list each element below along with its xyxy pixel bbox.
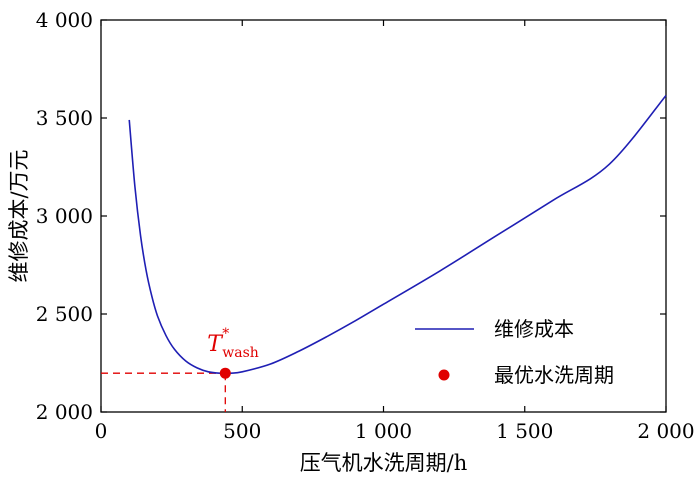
x-tick-label: 1 000: [355, 419, 412, 443]
optimum-guide-lines: [101, 372, 226, 412]
legend: 维修成本 最优水洗周期: [415, 317, 614, 387]
x-tick-label: 1 500: [496, 419, 553, 443]
annotation-main: T: [207, 332, 224, 357]
annotation-subscript: wash: [222, 345, 259, 361]
annotation-superscript: *: [222, 326, 229, 342]
legend-label-cost: 维修成本: [494, 317, 574, 341]
y-axis-ticks: 2 000 2 500 3 000 3 500 4 000: [36, 8, 666, 424]
x-axis-ticks: 0 500 1 000 1 500 2 000: [95, 20, 695, 443]
plot-frame: [100, 19, 667, 413]
legend-dot-swatch: [438, 369, 450, 381]
optimum-annotation: T * wash: [207, 326, 259, 361]
y-axis-label: 维修成本/万元: [7, 149, 31, 282]
y-tick-label: 2 000: [36, 400, 93, 424]
y-tick-label: 3 500: [36, 106, 93, 130]
x-tick-label: 0: [95, 419, 108, 443]
y-tick-label: 2 500: [36, 302, 93, 326]
y-tick-label: 3 000: [36, 204, 93, 228]
optimum-point: [219, 367, 231, 379]
legend-label-optimum: 最优水洗周期: [494, 363, 614, 387]
x-tick-label: 500: [223, 419, 261, 443]
x-tick-label: 2 000: [637, 419, 694, 443]
y-tick-label: 4 000: [36, 8, 93, 32]
x-axis-label: 压气机水洗周期/h: [300, 451, 468, 475]
